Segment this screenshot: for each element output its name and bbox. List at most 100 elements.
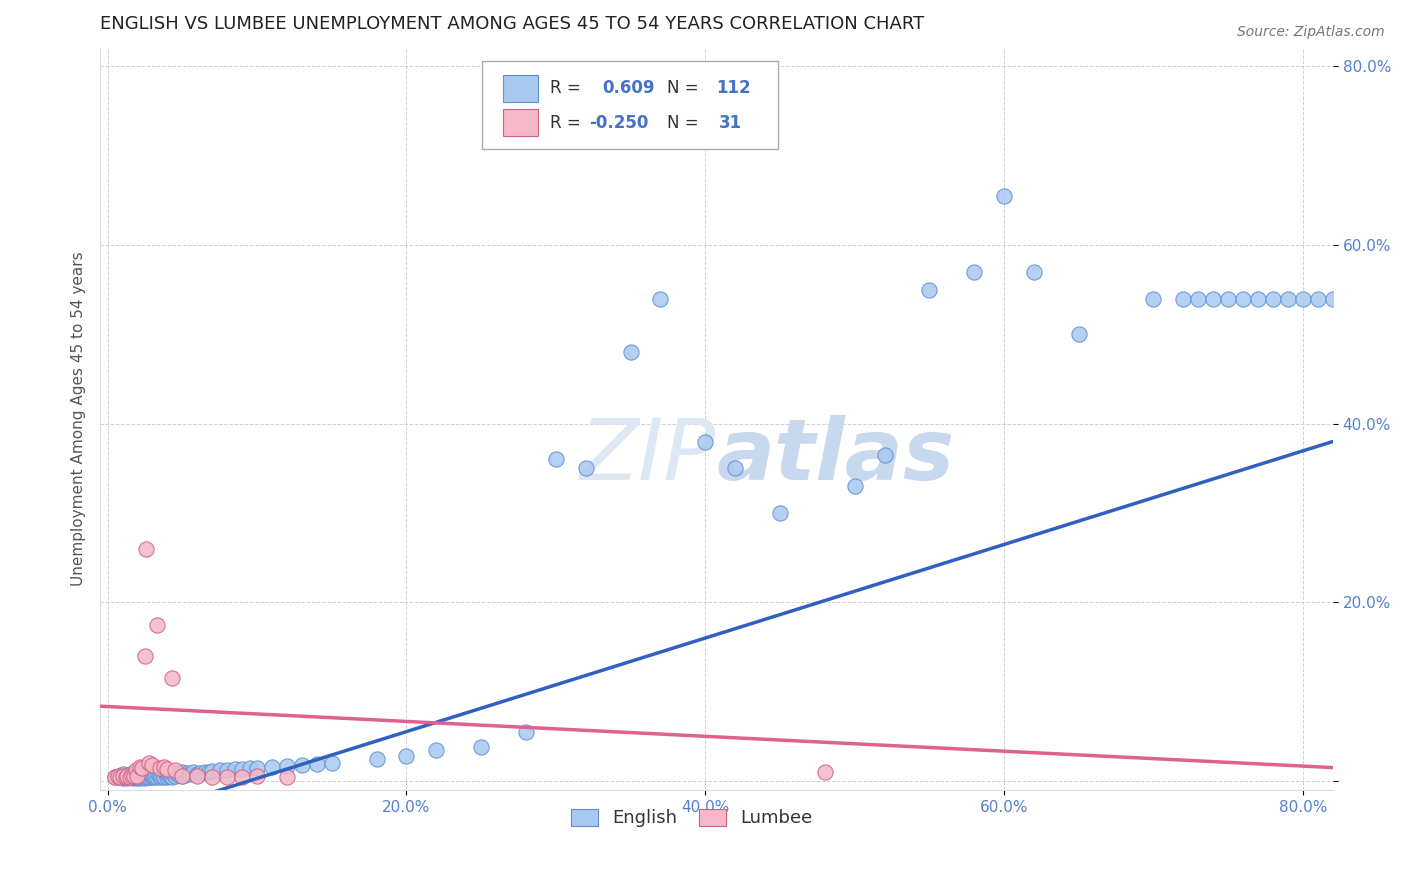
Point: [104, 770, 127, 784]
Point: [169, 768, 191, 782]
Point: [1292, 292, 1315, 306]
Point: [155, 767, 177, 781]
Y-axis label: Unemployment Among Ages 45 to 54 years: Unemployment Among Ages 45 to 54 years: [72, 252, 86, 587]
Point: [246, 761, 269, 775]
Point: [138, 756, 160, 771]
FancyBboxPatch shape: [503, 109, 537, 136]
Point: [201, 770, 224, 784]
Point: [1277, 292, 1299, 306]
Point: [160, 770, 183, 784]
Point: [127, 765, 149, 780]
Point: [963, 265, 986, 279]
FancyBboxPatch shape: [482, 61, 778, 149]
Point: [575, 461, 598, 475]
Text: atlas: atlas: [717, 415, 955, 498]
Point: [217, 770, 239, 784]
Point: [127, 770, 149, 784]
Point: [104, 770, 127, 784]
Point: [129, 760, 152, 774]
Point: [844, 479, 866, 493]
Point: [172, 765, 194, 780]
Point: [470, 739, 492, 754]
Point: [650, 292, 672, 306]
Point: [108, 770, 131, 784]
Point: [814, 765, 837, 780]
Point: [135, 770, 157, 784]
Point: [395, 748, 418, 763]
Point: [163, 764, 186, 778]
Point: [114, 771, 136, 785]
Point: [141, 758, 163, 772]
Point: [156, 763, 179, 777]
Point: [160, 671, 183, 685]
Point: [246, 769, 269, 783]
Point: [1218, 292, 1240, 306]
Point: [156, 766, 179, 780]
Point: [619, 345, 641, 359]
Point: [131, 761, 153, 775]
Point: [163, 769, 186, 783]
Point: [179, 767, 201, 781]
Point: [148, 767, 170, 781]
Point: [181, 765, 204, 780]
Point: [165, 766, 187, 780]
Point: [1202, 292, 1225, 306]
Point: [1247, 292, 1270, 306]
Point: [238, 762, 260, 776]
Point: [122, 769, 145, 783]
Point: [146, 771, 169, 785]
Point: [115, 769, 138, 783]
Point: [111, 772, 134, 786]
Point: [129, 769, 152, 783]
Point: [125, 767, 148, 781]
Legend: English, Lumbee: English, Lumbee: [562, 799, 823, 837]
Point: [291, 758, 314, 772]
Point: [131, 767, 153, 781]
Point: [724, 461, 747, 475]
Text: 31: 31: [718, 113, 742, 132]
Point: [115, 772, 138, 786]
FancyBboxPatch shape: [503, 75, 537, 102]
Text: R =: R =: [550, 113, 581, 132]
Point: [149, 766, 172, 780]
Text: Source: ZipAtlas.com: Source: ZipAtlas.com: [1237, 25, 1385, 39]
Point: [121, 769, 143, 783]
Point: [107, 769, 129, 783]
Point: [162, 767, 184, 781]
Text: ENGLISH VS LUMBEE UNEMPLOYMENT AMONG AGES 45 TO 54 YEARS CORRELATION CHART: ENGLISH VS LUMBEE UNEMPLOYMENT AMONG AGE…: [100, 15, 924, 33]
Point: [127, 772, 149, 786]
Point: [145, 769, 167, 783]
Text: 0.609: 0.609: [602, 79, 654, 97]
Point: [124, 768, 146, 782]
Point: [108, 769, 131, 783]
Point: [134, 768, 156, 782]
Text: ZIP: ZIP: [581, 415, 717, 498]
Point: [122, 772, 145, 786]
Point: [150, 769, 173, 783]
Point: [118, 770, 141, 784]
Point: [107, 771, 129, 785]
Point: [425, 742, 447, 756]
Point: [188, 766, 211, 780]
Text: N =: N =: [668, 113, 699, 132]
Point: [138, 770, 160, 784]
Point: [141, 768, 163, 782]
Point: [115, 769, 138, 783]
Point: [127, 768, 149, 782]
Point: [159, 768, 181, 782]
Point: [131, 771, 153, 785]
Point: [201, 764, 224, 779]
Point: [194, 765, 217, 780]
Point: [124, 769, 146, 783]
Point: [231, 770, 253, 784]
Point: [172, 769, 194, 783]
Point: [118, 767, 141, 781]
Point: [305, 757, 328, 772]
Point: [1187, 292, 1209, 306]
Point: [124, 771, 146, 785]
Point: [127, 769, 149, 783]
Point: [276, 770, 298, 784]
Point: [695, 434, 717, 449]
Point: [118, 769, 141, 783]
Point: [544, 452, 567, 467]
